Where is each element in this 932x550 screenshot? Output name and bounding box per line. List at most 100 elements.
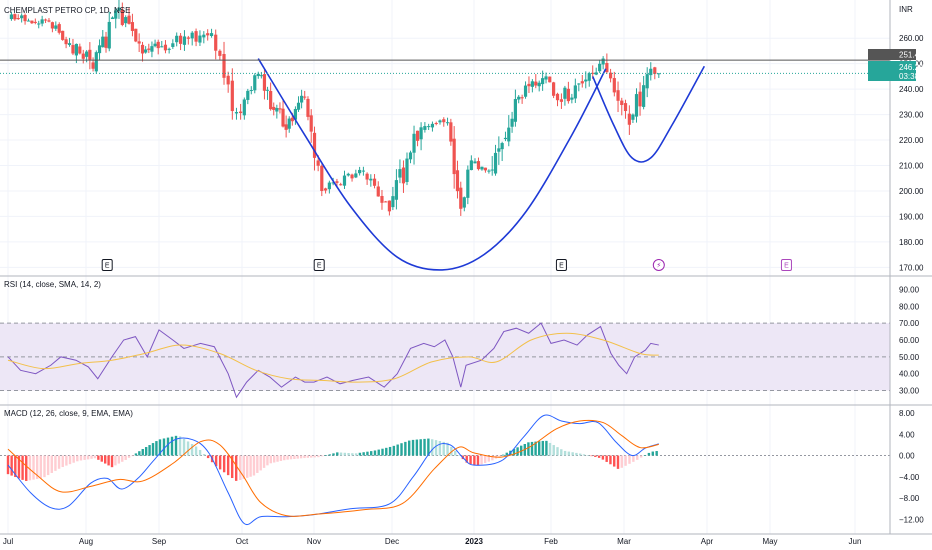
candle[interactable] xyxy=(30,20,34,24)
candle[interactable] xyxy=(405,152,409,186)
candle[interactable] xyxy=(346,172,350,177)
candle[interactable] xyxy=(246,88,250,105)
candle[interactable] xyxy=(296,96,301,112)
candle[interactable] xyxy=(78,43,82,55)
earnings-marker[interactable]: E xyxy=(780,259,792,271)
cup-curve[interactable] xyxy=(257,58,607,271)
candle[interactable] xyxy=(186,35,190,45)
candle[interactable] xyxy=(459,181,463,216)
candle[interactable] xyxy=(573,78,577,103)
earnings-marker[interactable]: E xyxy=(313,259,325,271)
candle[interactable] xyxy=(391,186,395,211)
candle[interactable] xyxy=(598,59,602,74)
candle[interactable] xyxy=(369,174,373,187)
candle[interactable] xyxy=(43,18,48,24)
candle[interactable] xyxy=(605,53,609,74)
candle[interactable] xyxy=(449,118,453,146)
candle[interactable] xyxy=(214,29,218,60)
candle[interactable] xyxy=(412,125,416,165)
candle[interactable] xyxy=(387,200,391,216)
candle[interactable] xyxy=(256,71,260,79)
candle[interactable] xyxy=(638,82,642,116)
candle[interactable] xyxy=(47,18,51,23)
candle[interactable] xyxy=(566,81,570,104)
candle[interactable] xyxy=(303,90,307,100)
candle[interactable] xyxy=(190,31,194,46)
candle[interactable] xyxy=(198,30,202,46)
candle[interactable] xyxy=(350,173,354,182)
candle[interactable] xyxy=(587,71,591,87)
candle[interactable] xyxy=(497,136,501,165)
candle[interactable] xyxy=(372,174,377,189)
candle[interactable] xyxy=(253,73,257,94)
candle[interactable] xyxy=(272,102,276,116)
candle[interactable] xyxy=(434,121,438,126)
candle[interactable] xyxy=(163,40,168,54)
candle[interactable] xyxy=(320,164,324,197)
candle[interactable] xyxy=(570,93,574,104)
candle[interactable] xyxy=(657,73,661,78)
candle[interactable] xyxy=(608,68,613,83)
candle[interactable] xyxy=(206,29,210,41)
candle[interactable] xyxy=(493,144,498,176)
candle[interactable] xyxy=(40,15,44,27)
dividend-marker[interactable]: ⚡ xyxy=(652,259,665,271)
candle[interactable] xyxy=(649,62,653,81)
candle[interactable] xyxy=(71,38,75,56)
candle[interactable] xyxy=(61,30,65,41)
candle[interactable] xyxy=(234,107,239,120)
candle[interactable] xyxy=(612,71,616,97)
candle[interactable] xyxy=(473,158,477,164)
earnings-markers[interactable]: E E E ⚡ E xyxy=(101,259,792,271)
candle[interactable] xyxy=(226,71,230,93)
candle[interactable] xyxy=(323,187,328,194)
candle[interactable] xyxy=(230,68,234,120)
candle[interactable] xyxy=(242,97,246,120)
candle[interactable] xyxy=(54,21,58,31)
candle[interactable] xyxy=(33,18,37,25)
candle[interactable] xyxy=(88,42,92,70)
candle[interactable] xyxy=(16,14,20,20)
candle[interactable] xyxy=(339,182,343,186)
candle[interactable] xyxy=(94,50,98,74)
candle[interactable] xyxy=(577,83,581,92)
candle[interactable] xyxy=(91,57,95,72)
candle[interactable] xyxy=(209,28,214,38)
candle[interactable] xyxy=(490,156,494,176)
handle-curve[interactable] xyxy=(591,65,706,163)
candle[interactable] xyxy=(483,167,488,173)
candle[interactable] xyxy=(287,116,291,133)
candle[interactable] xyxy=(487,169,491,174)
candle[interactable] xyxy=(110,16,115,20)
candle[interactable] xyxy=(401,160,406,193)
candle[interactable] xyxy=(541,70,545,91)
candle[interactable] xyxy=(642,75,646,110)
candle[interactable] xyxy=(620,97,624,116)
candle[interactable] xyxy=(563,85,567,106)
candle[interactable] xyxy=(124,15,128,28)
candle[interactable] xyxy=(312,126,317,171)
earnings-marker[interactable]: E xyxy=(101,259,113,271)
candle[interactable] xyxy=(517,95,521,104)
candle[interactable] xyxy=(57,22,61,35)
candle[interactable] xyxy=(147,43,151,54)
candle[interactable] xyxy=(26,18,31,22)
candle[interactable] xyxy=(239,103,243,120)
candle[interactable] xyxy=(594,67,598,76)
candle[interactable] xyxy=(376,181,380,197)
candle[interactable] xyxy=(97,39,102,61)
candle[interactable] xyxy=(144,46,148,54)
candle[interactable] xyxy=(153,39,157,48)
candle[interactable] xyxy=(140,41,145,62)
candle[interactable] xyxy=(107,11,111,52)
candle[interactable] xyxy=(222,41,226,85)
candle[interactable] xyxy=(580,74,584,88)
candle[interactable] xyxy=(523,81,528,99)
candle[interactable] xyxy=(175,32,179,47)
candle[interactable] xyxy=(601,56,605,70)
candle[interactable] xyxy=(510,111,514,133)
candle[interactable] xyxy=(293,106,298,125)
candle[interactable] xyxy=(623,99,628,119)
candle[interactable] xyxy=(114,8,118,29)
candle[interactable] xyxy=(544,72,548,84)
